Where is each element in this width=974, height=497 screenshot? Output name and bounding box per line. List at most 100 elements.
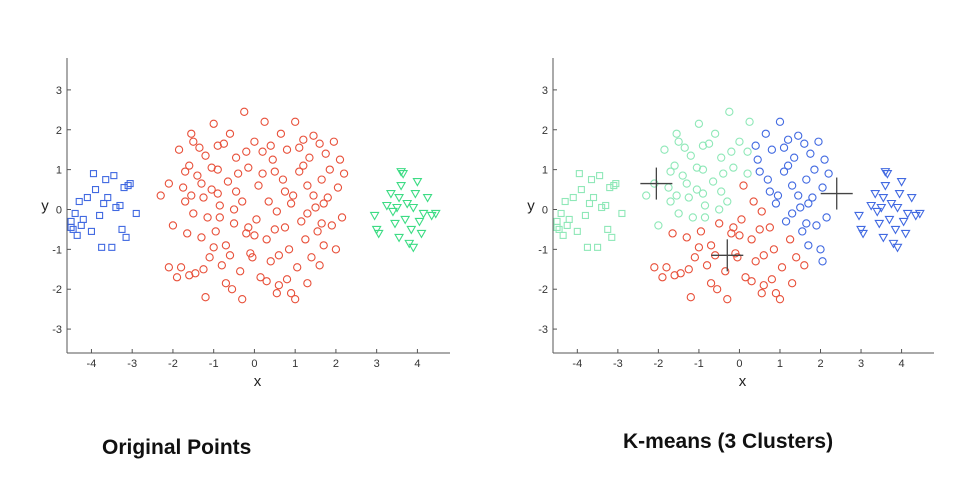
data-point-circle bbox=[164, 263, 174, 272]
data-point-triangle bbox=[388, 207, 398, 217]
data-point-square bbox=[608, 233, 616, 241]
data-point-circle bbox=[250, 137, 259, 146]
data-point-circle bbox=[777, 263, 787, 272]
y-tick-label: -2 bbox=[538, 284, 548, 296]
data-point-circle bbox=[684, 193, 693, 202]
data-point-square bbox=[604, 225, 612, 233]
data-point-circle bbox=[309, 131, 318, 140]
data-point-circle bbox=[672, 191, 681, 200]
data-point-square bbox=[553, 223, 561, 231]
data-point-circle bbox=[221, 279, 231, 288]
data-point-circle bbox=[280, 187, 290, 196]
data-point-square bbox=[602, 201, 610, 210]
data-point-square bbox=[606, 184, 614, 192]
data-point-triangle bbox=[394, 193, 405, 203]
y-tick-label: -2 bbox=[52, 284, 62, 296]
data-point-circle bbox=[715, 205, 724, 214]
data-point-triangle bbox=[882, 170, 893, 179]
data-point-square bbox=[573, 227, 581, 235]
data-point-circle bbox=[787, 209, 797, 218]
data-point-circle bbox=[798, 227, 807, 236]
data-point-triangle bbox=[408, 243, 419, 253]
data-point-square bbox=[569, 193, 577, 202]
data-point-circle bbox=[737, 215, 746, 224]
data-point-circle bbox=[187, 191, 196, 200]
data-point-circle bbox=[270, 167, 279, 176]
data-point-circle bbox=[291, 117, 300, 126]
data-point-circle bbox=[804, 241, 813, 250]
data-point-square bbox=[112, 203, 120, 212]
data-point-square bbox=[587, 176, 596, 184]
x-tick-label: -2 bbox=[653, 358, 663, 370]
data-point-circle bbox=[185, 161, 194, 170]
x-tick-label: 1 bbox=[777, 358, 783, 370]
data-point-circle bbox=[698, 165, 708, 174]
data-point-square bbox=[559, 231, 567, 239]
data-point-circle bbox=[723, 295, 732, 304]
data-point-circle bbox=[181, 167, 190, 176]
data-point-circle bbox=[317, 175, 326, 184]
data-point-circle bbox=[800, 139, 809, 148]
data-point-square bbox=[108, 243, 116, 251]
data-point-triangle bbox=[412, 178, 423, 187]
data-point-circle bbox=[225, 129, 235, 138]
data-point-circle bbox=[684, 265, 693, 274]
x-tick-label: -1 bbox=[694, 358, 704, 370]
data-point-circle bbox=[295, 143, 304, 152]
data-point-triangle bbox=[418, 209, 429, 219]
data-point-circle bbox=[670, 161, 679, 170]
data-point-circle bbox=[713, 285, 722, 294]
data-point-circle bbox=[213, 189, 222, 198]
data-point-circle bbox=[335, 155, 345, 164]
data-point-triangle bbox=[880, 182, 891, 191]
y-tick-label: -1 bbox=[538, 244, 548, 256]
data-point-circle bbox=[779, 143, 789, 152]
data-point-triangle bbox=[410, 189, 421, 199]
data-point-square bbox=[575, 170, 583, 178]
data-point-triangle bbox=[892, 203, 903, 213]
data-point-circle bbox=[767, 145, 777, 154]
data-point-circle bbox=[729, 223, 738, 232]
data-point-triangle bbox=[430, 209, 441, 219]
data-point-square bbox=[563, 221, 571, 229]
data-point-circle bbox=[729, 163, 738, 172]
data-point-square bbox=[73, 231, 81, 239]
data-point-circle bbox=[331, 245, 341, 254]
data-point-circle bbox=[217, 261, 226, 270]
x-tick-label: -4 bbox=[87, 358, 97, 370]
y-tick-label: -3 bbox=[538, 324, 548, 336]
data-point-square bbox=[596, 172, 604, 180]
y-tick-label: 1 bbox=[56, 165, 62, 177]
data-point-square bbox=[577, 186, 585, 194]
data-point-triangle bbox=[426, 211, 437, 221]
data-point-circle bbox=[203, 213, 212, 222]
data-point-circle bbox=[211, 227, 220, 236]
data-point-triangle bbox=[914, 209, 925, 219]
data-point-circle bbox=[735, 137, 744, 146]
data-point-circle bbox=[706, 279, 716, 288]
data-point-circle bbox=[759, 251, 768, 260]
chart-caption-kmeans: K-means (3 Clusters) bbox=[623, 430, 834, 453]
data-point-circle bbox=[156, 191, 165, 200]
y-tick-label: -3 bbox=[52, 324, 62, 336]
data-point-circle bbox=[783, 161, 793, 170]
data-point-circle bbox=[266, 141, 275, 150]
data-point-square bbox=[612, 180, 620, 188]
data-point-circle bbox=[688, 213, 697, 222]
data-point-circle bbox=[812, 221, 821, 230]
data-point-circle bbox=[225, 251, 235, 260]
data-point-circle bbox=[692, 185, 702, 194]
data-point-triangle bbox=[896, 178, 907, 187]
y-tick-label: 3 bbox=[542, 85, 548, 97]
data-point-circle bbox=[197, 233, 206, 242]
data-point-circle bbox=[325, 165, 334, 174]
data-point-square bbox=[583, 243, 592, 251]
data-point-circle bbox=[717, 153, 726, 162]
data-point-circle bbox=[244, 223, 253, 232]
data-point-circle bbox=[802, 219, 811, 228]
data-point-circle bbox=[207, 185, 216, 194]
data-point-circle bbox=[796, 203, 805, 212]
data-point-square bbox=[126, 180, 134, 188]
data-point-square bbox=[96, 211, 104, 220]
